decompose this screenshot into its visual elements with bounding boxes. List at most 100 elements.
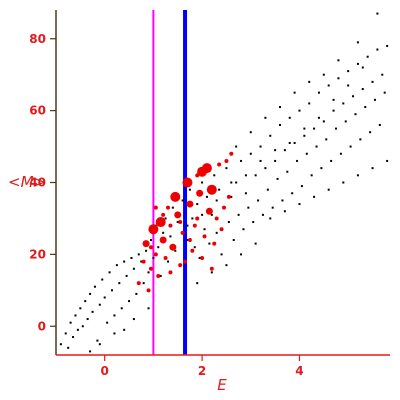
x-axis-title: E — [217, 376, 227, 394]
y-tick-label: 20 — [29, 247, 46, 261]
data-point — [254, 174, 257, 177]
data-point — [330, 159, 333, 162]
data-point — [371, 167, 374, 170]
highlight-point — [186, 200, 194, 208]
data-point — [164, 217, 167, 220]
data-point — [354, 113, 357, 116]
data-point — [93, 285, 96, 288]
data-point — [300, 185, 303, 188]
data-point — [252, 221, 255, 224]
data-point — [242, 228, 245, 231]
data-point — [125, 274, 128, 277]
data-point — [322, 73, 325, 76]
data-point — [313, 127, 316, 130]
data-point — [118, 282, 121, 285]
data-point — [305, 152, 308, 155]
data-point — [140, 260, 143, 263]
data-point — [264, 116, 267, 119]
highlight-point — [153, 205, 158, 210]
highlight-point — [182, 177, 193, 188]
data-point — [201, 181, 204, 184]
data-point — [98, 343, 101, 346]
highlight-point — [153, 252, 158, 257]
highlight-point — [195, 216, 200, 221]
highlight-point — [229, 151, 234, 156]
y-axis-ticks: 0 20 40 60 80 — [29, 32, 56, 333]
data-point — [366, 55, 369, 58]
data-point — [349, 145, 352, 148]
highlight-point — [201, 163, 212, 174]
highlight-point — [161, 212, 166, 217]
data-point — [74, 314, 77, 317]
data-point — [259, 145, 262, 148]
data-point — [230, 181, 233, 184]
data-point — [86, 318, 89, 321]
highlight-point — [205, 207, 213, 215]
data-point — [276, 177, 279, 180]
data-point — [205, 195, 208, 198]
data-point — [101, 278, 104, 281]
data-point — [227, 221, 230, 224]
highlight-point — [142, 240, 150, 248]
highlight-point — [200, 255, 205, 260]
data-point — [249, 131, 252, 134]
highlight-point — [226, 194, 231, 199]
data-point — [130, 256, 133, 259]
data-point — [361, 88, 364, 91]
data-point — [210, 271, 213, 274]
highlight-point — [178, 220, 183, 225]
data-point — [128, 300, 131, 303]
data-point — [376, 48, 379, 51]
data-point — [296, 159, 299, 162]
data-point — [132, 267, 135, 270]
data-point — [59, 343, 62, 346]
data-point — [332, 109, 335, 112]
data-point — [266, 188, 269, 191]
data-point — [293, 141, 296, 144]
data-point — [81, 325, 84, 328]
data-point — [225, 264, 228, 267]
data-point — [162, 231, 165, 234]
data-point — [369, 131, 372, 134]
data-point — [69, 321, 72, 324]
highlight-point — [169, 243, 177, 251]
highlight-point — [209, 266, 214, 271]
data-point — [191, 217, 194, 220]
data-point — [317, 91, 320, 94]
data-point — [235, 145, 238, 148]
data-point — [218, 188, 221, 191]
data-point — [171, 206, 174, 209]
data-point — [364, 106, 367, 109]
data-point — [283, 149, 286, 152]
data-point — [225, 167, 228, 170]
highlight-point — [192, 223, 197, 228]
data-point — [335, 127, 337, 130]
data-point — [215, 231, 218, 234]
data-point — [254, 242, 257, 245]
data-point — [201, 213, 204, 216]
data-point — [298, 203, 301, 206]
highlight-point — [180, 230, 185, 235]
highlight-point — [214, 216, 219, 221]
data-point — [356, 62, 359, 65]
highlight-point — [136, 281, 141, 286]
highlight-point — [187, 238, 192, 242]
data-point — [271, 206, 274, 209]
data-point — [123, 260, 126, 263]
data-point — [381, 73, 384, 76]
data-point — [356, 41, 359, 44]
data-point — [344, 120, 347, 123]
data-point — [147, 271, 150, 274]
highlight-point — [219, 227, 224, 232]
data-point — [181, 199, 184, 202]
data-point — [361, 66, 364, 69]
data-point — [337, 77, 340, 80]
data-point — [337, 59, 340, 62]
data-point — [332, 98, 335, 101]
data-point — [269, 134, 272, 137]
data-point — [79, 307, 82, 310]
y-axis-title: <M> — [8, 173, 46, 191]
data-point — [286, 170, 289, 173]
data-point — [113, 314, 116, 317]
data-point — [378, 124, 381, 126]
